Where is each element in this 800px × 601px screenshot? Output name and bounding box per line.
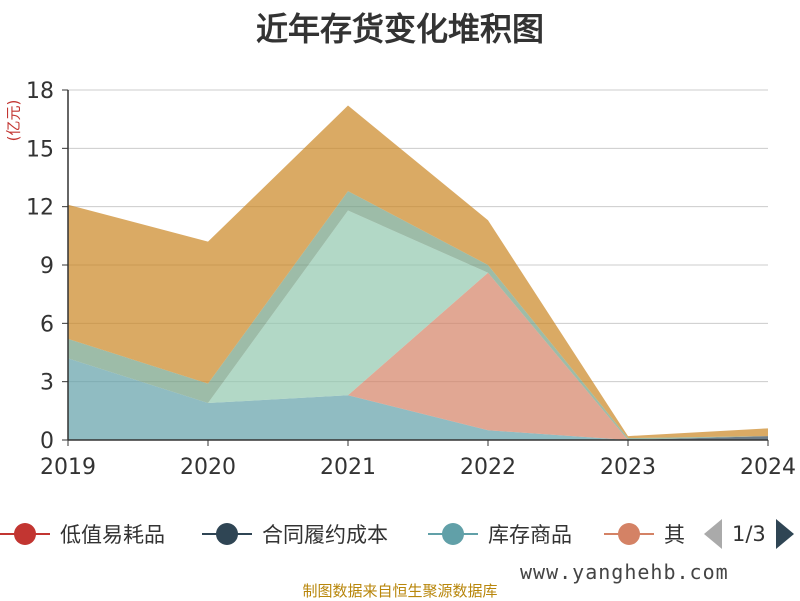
legend-swatch-icon bbox=[202, 520, 252, 548]
legend-dot bbox=[618, 523, 640, 545]
y-tick-label: 3 bbox=[40, 371, 54, 396]
y-tick-label: 15 bbox=[26, 137, 54, 162]
x-tick-label: 2021 bbox=[320, 455, 376, 480]
axis-layer: 0 3 6 9 12 15 18 2019 2020 2021 2022 2023 2024 bbox=[26, 79, 796, 480]
area-layer bbox=[68, 105, 768, 440]
legend-label: 库存商品 bbox=[488, 523, 572, 547]
x-tick-label: 2020 bbox=[180, 455, 236, 480]
y-tick-label: 18 bbox=[26, 79, 54, 104]
legend-label: 低值易耗品 bbox=[60, 523, 165, 547]
legend-item-2[interactable]: 合同履约成本 bbox=[202, 520, 388, 548]
area-series-5 bbox=[68, 210, 768, 440]
y-tick-label: 9 bbox=[40, 254, 54, 279]
x-tick-label: 2022 bbox=[460, 455, 516, 480]
area-series-3 bbox=[68, 358, 768, 440]
legend-item-3[interactable]: 库存商品 bbox=[428, 520, 572, 548]
legend-label: 合同履约成本 bbox=[262, 523, 388, 547]
legend-swatch-icon bbox=[604, 520, 654, 548]
x-tick-label: 2023 bbox=[600, 455, 656, 480]
legend-page-indicator: 1/3 bbox=[732, 522, 766, 546]
legend-dot bbox=[442, 523, 464, 545]
legend: 低值易耗品 合同履约成本 库存商品 其 bbox=[0, 512, 800, 556]
prev-page-icon[interactable] bbox=[704, 519, 722, 549]
watermark: www.yanghehb.com bbox=[520, 560, 729, 584]
legend-pager: 1/3 bbox=[700, 516, 800, 552]
legend-label: 其 bbox=[664, 523, 685, 547]
x-tick-label: 2019 bbox=[40, 455, 96, 480]
chart-title: 近年存货变化堆积图 bbox=[255, 10, 544, 48]
legend-item-1[interactable]: 低值易耗品 bbox=[0, 520, 165, 548]
legend-item-4[interactable]: 其 bbox=[604, 520, 685, 548]
legend-swatch-icon bbox=[428, 520, 478, 548]
legend-swatch-icon bbox=[0, 520, 50, 548]
next-page-icon[interactable] bbox=[775, 519, 794, 549]
area-series-4 bbox=[68, 272, 768, 440]
x-tick-label: 2024 bbox=[740, 455, 796, 480]
y-tick-label: 0 bbox=[40, 429, 54, 454]
legend-dot bbox=[14, 523, 36, 545]
y-tick-label: 6 bbox=[40, 312, 54, 337]
source-note: 制图数据来自恒生聚源数据库 bbox=[302, 582, 498, 600]
area-series-7 bbox=[68, 105, 768, 439]
legend-dot bbox=[216, 523, 238, 545]
area-series-6 bbox=[68, 191, 768, 440]
y-tick-label: 12 bbox=[26, 196, 54, 221]
